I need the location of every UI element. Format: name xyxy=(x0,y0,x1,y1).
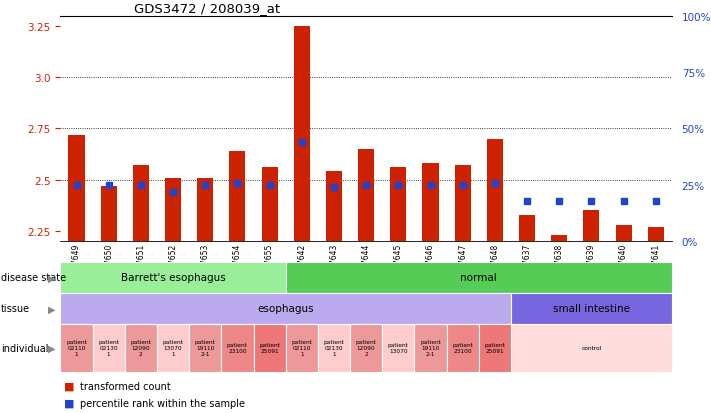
Text: transformed count: transformed count xyxy=(80,381,171,391)
Bar xyxy=(648,227,664,242)
Text: patient
19110
2-1: patient 19110 2-1 xyxy=(195,339,215,356)
Bar xyxy=(390,168,407,242)
Bar xyxy=(551,235,567,242)
Text: patient
23100: patient 23100 xyxy=(227,342,248,354)
Text: ▶: ▶ xyxy=(48,343,55,353)
Bar xyxy=(68,135,85,242)
Text: patient
13070
1: patient 13070 1 xyxy=(163,339,183,356)
Text: control: control xyxy=(582,345,602,351)
Text: small intestine: small intestine xyxy=(553,304,630,314)
Bar xyxy=(616,225,631,242)
Bar xyxy=(519,215,535,242)
Text: tissue: tissue xyxy=(1,304,30,314)
Text: patient
25091: patient 25091 xyxy=(260,342,280,354)
Bar xyxy=(326,172,342,242)
Text: patient
23100: patient 23100 xyxy=(452,342,473,354)
Bar xyxy=(262,168,278,242)
Text: ▶: ▶ xyxy=(48,304,55,314)
Text: patient
19110
2-1: patient 19110 2-1 xyxy=(420,339,441,356)
Bar xyxy=(422,164,439,242)
Text: percentile rank within the sample: percentile rank within the sample xyxy=(80,398,245,408)
Bar xyxy=(487,139,503,242)
Text: GDS3472 / 208039_at: GDS3472 / 208039_at xyxy=(134,2,280,15)
Bar xyxy=(230,152,245,242)
Bar xyxy=(165,178,181,242)
Text: patient
02130
1: patient 02130 1 xyxy=(98,339,119,356)
Text: disease state: disease state xyxy=(1,273,66,283)
Text: Barrett's esophagus: Barrett's esophagus xyxy=(121,273,225,283)
Bar xyxy=(133,166,149,242)
Bar xyxy=(358,150,374,242)
Text: patient
02110
1: patient 02110 1 xyxy=(66,339,87,356)
Bar xyxy=(294,27,310,242)
Text: patient
02130
1: patient 02130 1 xyxy=(324,339,344,356)
Text: esophagus: esophagus xyxy=(257,304,314,314)
Text: patient
02110
1: patient 02110 1 xyxy=(292,339,312,356)
Bar xyxy=(197,178,213,242)
Text: ■: ■ xyxy=(64,381,75,391)
Text: patient
12090
2: patient 12090 2 xyxy=(356,339,377,356)
Text: patient
13070: patient 13070 xyxy=(388,342,409,354)
Text: patient
12090
2: patient 12090 2 xyxy=(130,339,151,356)
Text: ▶: ▶ xyxy=(48,273,55,283)
Text: ■: ■ xyxy=(64,398,75,408)
Text: individual: individual xyxy=(1,343,48,353)
Text: normal: normal xyxy=(461,273,497,283)
Bar xyxy=(584,211,599,242)
Text: patient
25091: patient 25091 xyxy=(484,342,506,354)
Bar xyxy=(454,166,471,242)
Bar xyxy=(101,186,117,242)
